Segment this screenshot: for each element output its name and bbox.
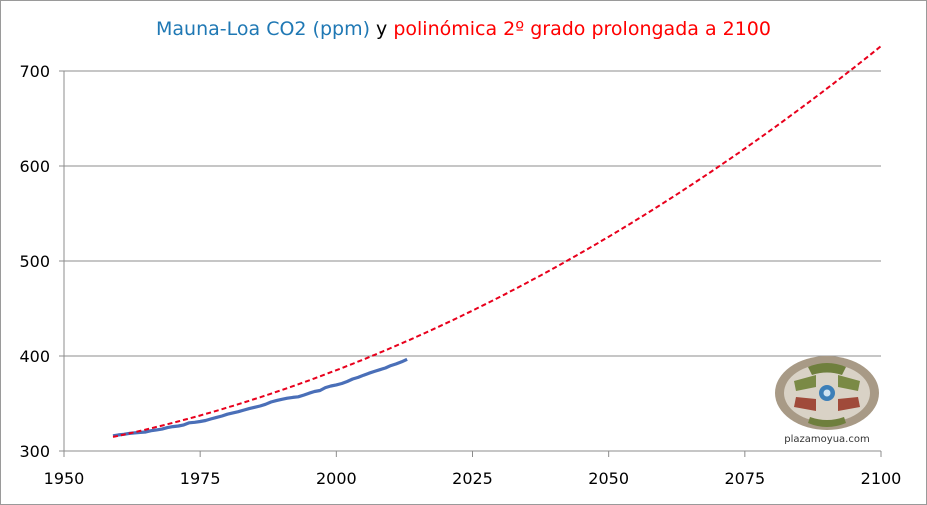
x-tick-label: 1975 [180,469,221,488]
y-tick-label: 300 [19,442,50,461]
gridlines [64,70,881,452]
series-lines [112,45,882,438]
series-line-polynomial-fit [112,45,882,438]
axes [59,70,882,457]
series-line-mauna-loa [112,357,408,438]
x-tick-label: 1950 [44,469,85,488]
tick-labels: 300 400 500 600 700 1950 1975 2000 2025 2050 2075 2… [19,62,901,488]
x-tick-label: 2025 [452,469,493,488]
y-tick-label: 700 [19,62,50,81]
x-tick-label: 2050 [588,469,629,488]
title-connector: y [370,18,394,40]
x-tick-label: 2100 [861,469,902,488]
y-tick-label: 500 [19,252,50,271]
x-tick-label: 2075 [724,469,765,488]
plaza-emblem-icon: plazamoyua.com [775,356,879,445]
y-tick-label: 600 [19,157,50,176]
plazamoyua-logo: plazamoyua.com [772,353,884,449]
y-tick-label: 400 [19,347,50,366]
chart-title: Mauna-Loa CO2 (ppm) y polinómica 2º grad… [0,18,927,40]
logo-text: plazamoyua.com [784,434,869,445]
title-observed-part: Mauna-Loa CO2 (ppm) [156,18,370,40]
x-tick-label: 2000 [316,469,357,488]
title-fit-part: polinómica 2º grado prolongada a 2100 [393,18,771,40]
